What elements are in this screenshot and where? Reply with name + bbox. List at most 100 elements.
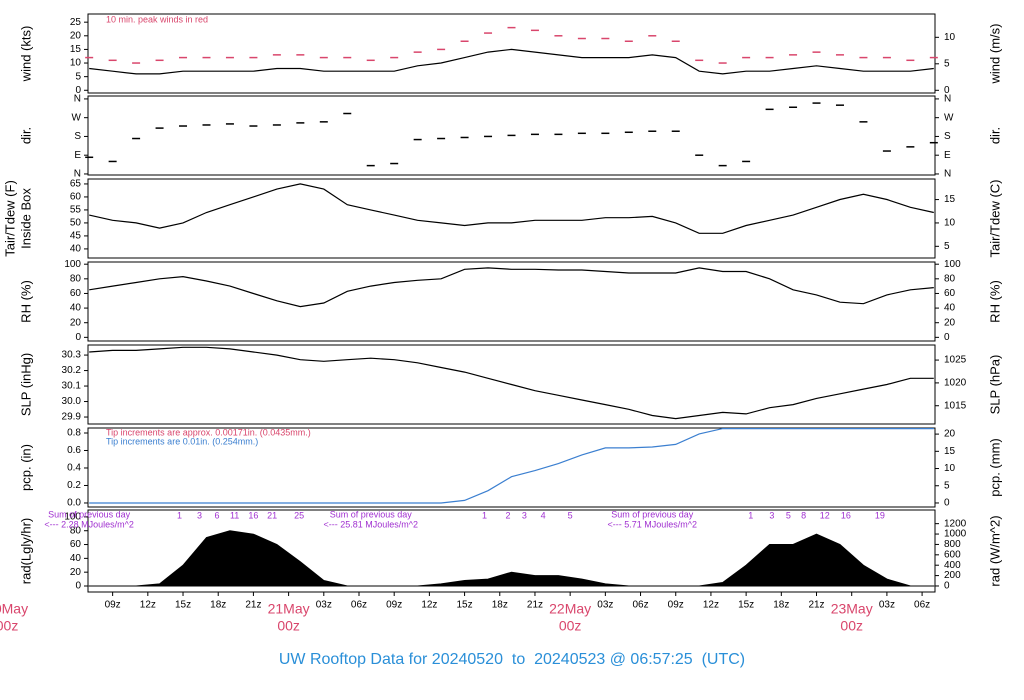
annotation: Sum of previous day <box>48 509 131 519</box>
y-tick-label: 40 <box>70 303 82 314</box>
y-tick-label: 0 <box>75 332 81 343</box>
y-tick-label: 40 <box>70 553 82 564</box>
y-tick-label: 50 <box>70 218 82 229</box>
y-tick-label: 20 <box>70 317 82 328</box>
panel-frame <box>87 344 936 425</box>
annotation: <--- 2.28 MJoules/m^2 <box>44 519 134 529</box>
y-tick-label: 0 <box>75 85 81 96</box>
annotation: <--- 5.71 MJoules/m^2 <box>608 519 698 529</box>
y2-tick-label: 800 <box>944 539 961 550</box>
y2-tick-label: 20 <box>944 317 956 328</box>
day-label: 21May <box>268 601 310 617</box>
annotation: <--- 25.81 MJoules/m^2 <box>323 519 418 529</box>
y2-axis-label: SLP (hPa) <box>987 355 1002 415</box>
y-tick-label: 60 <box>70 539 82 550</box>
hour-mark: 1 <box>482 510 487 520</box>
y2-tick-label: 0 <box>944 581 950 592</box>
y-tick-label: 5 <box>75 71 81 82</box>
y2-tick-label: N <box>944 94 951 105</box>
hour-mark: 25 <box>294 510 304 520</box>
data-area <box>88 530 935 587</box>
y-tick-label: 30.0 <box>62 396 82 407</box>
hour-mark: 5 <box>568 510 573 520</box>
annotation: Tip increments are approx. 0.00171in. (0… <box>106 427 311 437</box>
x-tick-label: 18z <box>492 600 508 611</box>
y-tick-label: 65 <box>70 179 82 190</box>
y2-tick-label: 1000 <box>944 529 967 540</box>
y-tick-label: 45 <box>70 231 82 242</box>
hour-mark: 3 <box>197 510 202 520</box>
y-tick-label: 20 <box>70 30 82 41</box>
y-tick-label: 30.1 <box>62 381 82 392</box>
y-axis-label: Tair/Tdew (F) <box>2 180 17 257</box>
y2-tick-label: 0 <box>944 332 950 343</box>
data-line <box>89 428 934 504</box>
x-tick-label: 03z <box>879 600 895 611</box>
y2-tick-label: 100 <box>944 259 961 270</box>
x-tick-label: 06z <box>632 600 648 611</box>
y-tick-label: 100 <box>64 512 81 523</box>
y2-tick-label: 1015 <box>944 400 967 411</box>
y2-tick-label: 40 <box>944 303 956 314</box>
y-tick-label: W <box>72 112 82 123</box>
y2-tick-label: 0 <box>944 498 950 509</box>
x-tick-label: 18z <box>210 600 226 611</box>
y-tick-label: 10 <box>70 58 82 69</box>
x-tick-label: 18z <box>773 600 789 611</box>
y2-tick-label: W <box>944 112 954 123</box>
y-axis-label: rad(Lgly/hr) <box>18 518 33 584</box>
hour-mark: 11 <box>230 510 239 520</box>
y-tick-label: N <box>74 169 81 180</box>
y-tick-label: 0.8 <box>67 428 81 439</box>
y-tick-label: S <box>74 131 81 142</box>
hour-mark: 6 <box>215 510 220 520</box>
annotation: Sum of previous day <box>330 509 413 519</box>
day-label: 00z <box>559 618 582 634</box>
y-axis-label: dir. <box>18 127 33 144</box>
y2-axis-label: Tair/Tdew (C) <box>987 179 1002 257</box>
x-tick-label: 03z <box>597 600 613 611</box>
x-tick-label: 21z <box>808 600 824 611</box>
x-tick-label: 21z <box>527 600 543 611</box>
y-tick-label: N <box>74 94 81 105</box>
y-axis-label: Inside Box <box>18 188 33 249</box>
panel-frame <box>87 13 936 94</box>
hour-mark: 1 <box>177 510 182 520</box>
y2-tick-label: N <box>944 169 951 180</box>
y2-axis-label: RH (%) <box>987 280 1002 323</box>
hour-mark: 21 <box>267 510 277 520</box>
hour-mark: 19 <box>875 510 885 520</box>
y2-tick-label: 200 <box>944 570 961 581</box>
y-tick-label: 0.2 <box>67 480 81 491</box>
y2-tick-label: S <box>944 131 951 142</box>
y2-tick-label: 80 <box>944 273 956 284</box>
y-axis-label: SLP (inHg) <box>18 353 33 416</box>
hour-mark: 16 <box>841 510 851 520</box>
y2-tick-label: 5 <box>944 241 950 252</box>
x-tick-label: 03z <box>316 600 332 611</box>
hour-mark: 3 <box>769 510 774 520</box>
y-tick-label: 0 <box>75 581 81 592</box>
y-axis-label: wind (kts) <box>18 26 33 83</box>
panel-frame <box>87 261 936 342</box>
y-tick-label: 0.6 <box>67 445 81 456</box>
y2-axis-label: wind (m/s) <box>987 24 1002 85</box>
hour-mark: 16 <box>248 510 258 520</box>
panel-frame <box>87 509 936 593</box>
hour-mark: 5 <box>786 510 791 520</box>
day-label: 00z <box>840 618 863 634</box>
day-label: 20May <box>0 601 28 617</box>
y2-tick-label: 10 <box>944 463 956 474</box>
y2-tick-label: 5 <box>944 58 950 69</box>
y2-axis-label: rad (W/m^2) <box>987 515 1002 586</box>
y-tick-label: 0.0 <box>67 498 81 509</box>
y-tick-label: 80 <box>70 273 82 284</box>
y-tick-label: 0.4 <box>67 463 81 474</box>
y-tick-label: 20 <box>70 567 82 578</box>
y-axis-label: RH (%) <box>18 280 33 323</box>
y-tick-label: 80 <box>70 525 82 536</box>
annotation: Sum of previous day <box>611 509 694 519</box>
x-tick-label: 12z <box>421 600 437 611</box>
data-line <box>89 48 934 75</box>
y-tick-label: 100 <box>64 259 81 270</box>
